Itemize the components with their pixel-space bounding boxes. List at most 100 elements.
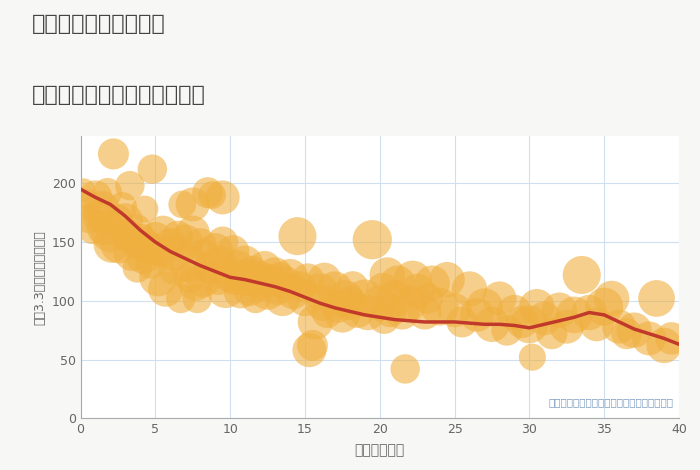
Text: 築年数別中古マンション価格: 築年数別中古マンション価格 [32,85,205,105]
Point [125,182,136,189]
Point [184,274,195,281]
Point [164,241,176,248]
Point [494,295,505,302]
Point [199,250,210,258]
Point [629,326,640,334]
Point [539,315,550,322]
Point [239,259,251,267]
Point [195,241,206,248]
Point [205,264,216,272]
Point [225,271,236,279]
Point [479,303,490,311]
Point [621,330,632,337]
Point [374,299,385,307]
Point [280,279,291,287]
Point [93,212,104,220]
Point [419,309,430,316]
Point [262,288,273,295]
Point [214,259,225,267]
Point [187,229,198,236]
Point [176,201,188,208]
Point [220,285,231,293]
Point [197,276,209,283]
Point [96,205,107,213]
Point [568,311,580,319]
Point [292,233,303,240]
Point [295,283,306,290]
Point [561,323,573,330]
Point [209,248,220,255]
Point [277,295,288,302]
Point [78,187,89,194]
Point [229,276,240,283]
Point [317,299,328,307]
Point [213,274,224,281]
Point [509,309,520,316]
Point [108,150,119,158]
Point [114,241,125,248]
Point [347,283,358,290]
Point [407,276,419,283]
Point [150,236,161,243]
Point [120,217,131,225]
Point [412,288,423,295]
Point [90,194,101,201]
Point [169,264,181,272]
Point [270,271,281,279]
Point [517,318,528,326]
Point [351,306,363,314]
Point [377,285,388,293]
Point [666,335,677,342]
Point [531,303,542,311]
Point [265,276,276,283]
Point [274,274,285,281]
Point [456,318,468,326]
Point [304,346,315,354]
X-axis label: 築年数（年）: 築年数（年） [355,443,405,457]
Point [426,279,438,287]
Point [310,318,321,326]
Point [127,248,139,255]
Point [134,238,146,246]
Point [434,303,445,311]
Point [183,259,194,267]
Point [187,201,198,208]
Point [329,285,340,293]
Point [643,335,655,342]
Point [598,303,610,311]
Point [87,227,98,234]
Point [111,217,122,225]
Point [153,274,164,281]
Text: 円の大きさは、取引のあった物件面積を示す: 円の大きさは、取引のあった物件面積を示す [548,397,673,407]
Point [138,252,149,260]
Point [307,342,318,349]
Point [284,274,295,281]
Point [242,274,253,281]
Point [158,229,169,236]
Point [172,233,183,240]
Point [105,229,116,236]
Point [606,295,617,302]
Point [471,311,482,319]
Y-axis label: 坪（3.3㎡）単価（万円）: 坪（3.3㎡）単価（万円） [33,230,46,325]
Point [168,250,179,258]
Point [244,285,256,293]
Point [404,299,415,307]
Point [464,285,475,293]
Point [554,306,565,314]
Point [102,189,113,196]
Point [337,311,348,319]
Point [147,165,158,173]
Point [524,321,535,328]
Point [613,323,624,330]
Point [344,299,356,307]
Point [422,295,433,302]
Point [379,315,390,322]
Point [302,276,314,283]
Point [81,201,92,208]
Point [190,279,202,287]
Point [192,295,203,302]
Point [367,236,378,243]
Point [400,365,411,373]
Point [175,295,186,302]
